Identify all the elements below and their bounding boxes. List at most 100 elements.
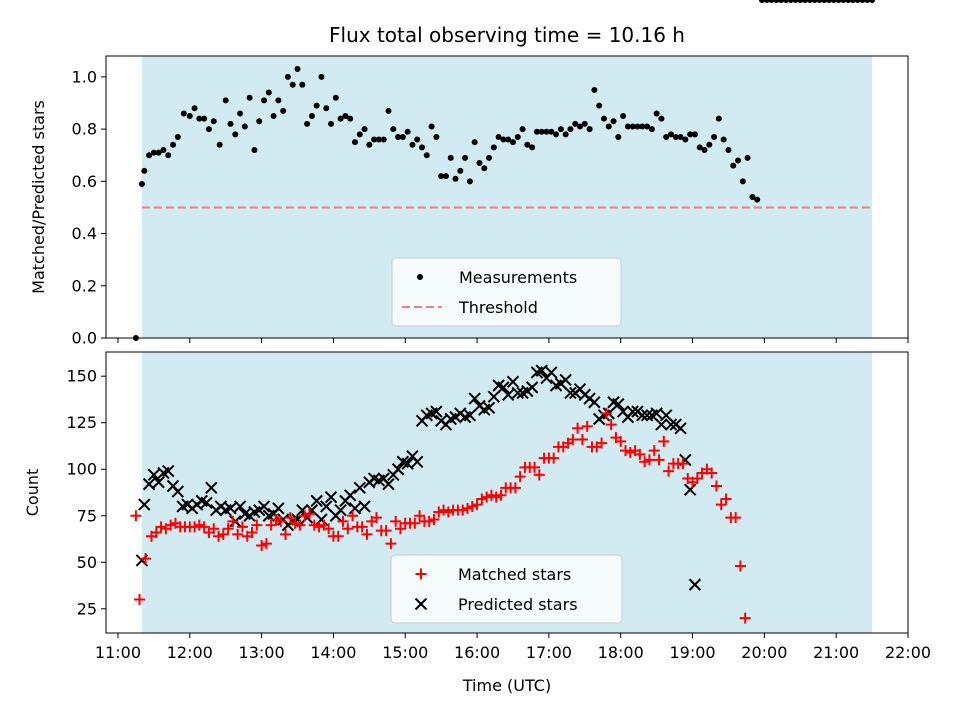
measurement-point xyxy=(840,0,847,3)
measurement-point xyxy=(586,126,593,133)
predicted-point xyxy=(320,500,333,513)
matched-point xyxy=(476,493,488,505)
predicted-point xyxy=(430,405,443,418)
matched-point xyxy=(648,445,660,457)
y-tick-label: 0.8 xyxy=(72,120,97,139)
plot-frame-bottom xyxy=(105,351,909,634)
measurement-point xyxy=(596,102,603,109)
matched-point xyxy=(323,523,335,535)
matched-point xyxy=(457,504,469,516)
matched-point xyxy=(495,489,507,501)
measurement-point xyxy=(270,113,277,120)
measurement-point xyxy=(299,81,306,88)
y-axis-top: 0.0 0.2 0.4 0.6 0.8 1.0 xyxy=(72,67,106,348)
measurement-point xyxy=(141,167,148,174)
measurement-point xyxy=(150,149,157,156)
predicted-point xyxy=(324,490,338,504)
legend-marker-predicted xyxy=(414,597,428,611)
measurement-point xyxy=(294,66,301,73)
predicted-point xyxy=(391,463,405,476)
measurement-point xyxy=(514,133,521,140)
y-axis-bottom: 25 50 75 100 125 150 xyxy=(66,367,106,618)
predicted-point xyxy=(655,418,668,431)
measurement-point xyxy=(739,178,746,185)
measurement-point xyxy=(138,180,145,187)
measurement-point xyxy=(205,126,212,133)
legend-box xyxy=(390,554,623,624)
measurement-point xyxy=(304,120,311,127)
y-tick-label: 75 xyxy=(77,506,97,525)
measurement-point xyxy=(347,115,354,122)
measurement-point xyxy=(835,0,842,3)
matched-point xyxy=(303,508,315,520)
y-tick-label: 25 xyxy=(77,599,97,618)
matched-point xyxy=(227,515,239,527)
measurement-point xyxy=(792,0,799,3)
x-tick-label: 17:00 xyxy=(526,643,572,662)
predicted-point xyxy=(612,397,625,411)
measurement-point xyxy=(849,0,856,3)
matched-point xyxy=(130,510,142,522)
matched-point xyxy=(509,482,521,494)
measurement-point xyxy=(237,110,244,117)
measurement-point xyxy=(648,126,655,133)
chart-title: Flux total observing time = 10.16 h xyxy=(329,23,685,47)
legend-bottom: Matched stars Predicted stars xyxy=(390,554,623,624)
matched-point xyxy=(734,560,746,572)
y-tick-label: 0.6 xyxy=(72,172,97,191)
y-axis-label-bottom: Count xyxy=(23,469,42,517)
measurement-point xyxy=(216,141,223,148)
measurement-point xyxy=(438,173,445,180)
measurement-point xyxy=(442,173,449,180)
measurement-point xyxy=(667,131,674,138)
measurement-point xyxy=(758,0,765,3)
predicted-point xyxy=(463,409,477,422)
measurement-point xyxy=(821,0,828,3)
matched-point xyxy=(653,454,665,466)
matched-point xyxy=(390,515,402,527)
predicted-point xyxy=(535,364,548,377)
measurement-point xyxy=(725,147,732,153)
y-tick-label: 100 xyxy=(66,460,97,479)
matched-point xyxy=(677,458,689,470)
x-tick-label: 11:00 xyxy=(95,643,141,662)
y-tick-label: 125 xyxy=(66,413,97,432)
measurement-point xyxy=(201,115,208,122)
y-tick-label: 1.0 xyxy=(72,67,97,86)
predicted-point xyxy=(401,457,414,470)
predicted-point xyxy=(501,388,515,402)
predicted-point xyxy=(200,496,213,509)
measurement-point xyxy=(859,0,866,3)
predicted-point xyxy=(142,477,156,491)
matched-point xyxy=(394,523,406,535)
predicted-point xyxy=(525,381,539,394)
matched-point xyxy=(576,433,588,445)
matched-point xyxy=(308,519,320,531)
measurement-point xyxy=(509,139,516,146)
measurement-point xyxy=(265,89,272,96)
matched-point xyxy=(313,521,325,533)
measurement-point xyxy=(361,126,368,133)
measurement-point xyxy=(715,115,722,122)
measurement-point xyxy=(385,107,392,114)
matched-point xyxy=(246,527,258,539)
measurement-point xyxy=(328,120,335,127)
measurement-point xyxy=(653,110,660,117)
matched-point xyxy=(605,419,617,431)
matched-point xyxy=(481,491,493,503)
measurement-point xyxy=(773,0,780,3)
matched-point xyxy=(715,499,727,511)
matched-point xyxy=(639,456,651,468)
predicted-point xyxy=(506,375,520,388)
matched-point xyxy=(342,523,354,535)
x-tick-label: 13:00 xyxy=(239,643,285,662)
matched-point xyxy=(236,521,248,533)
measurement-point xyxy=(275,97,282,104)
predicted-point xyxy=(147,468,161,482)
matched-point xyxy=(485,489,497,501)
matched-point xyxy=(299,510,311,522)
measurement-point xyxy=(414,136,421,143)
x-axis-bottom: 11:00 12:00 13:00 14:00 15:00 16:00 17:00 18:00… xyxy=(95,633,931,662)
predicted-point xyxy=(224,502,237,515)
predicted-point xyxy=(468,392,481,405)
